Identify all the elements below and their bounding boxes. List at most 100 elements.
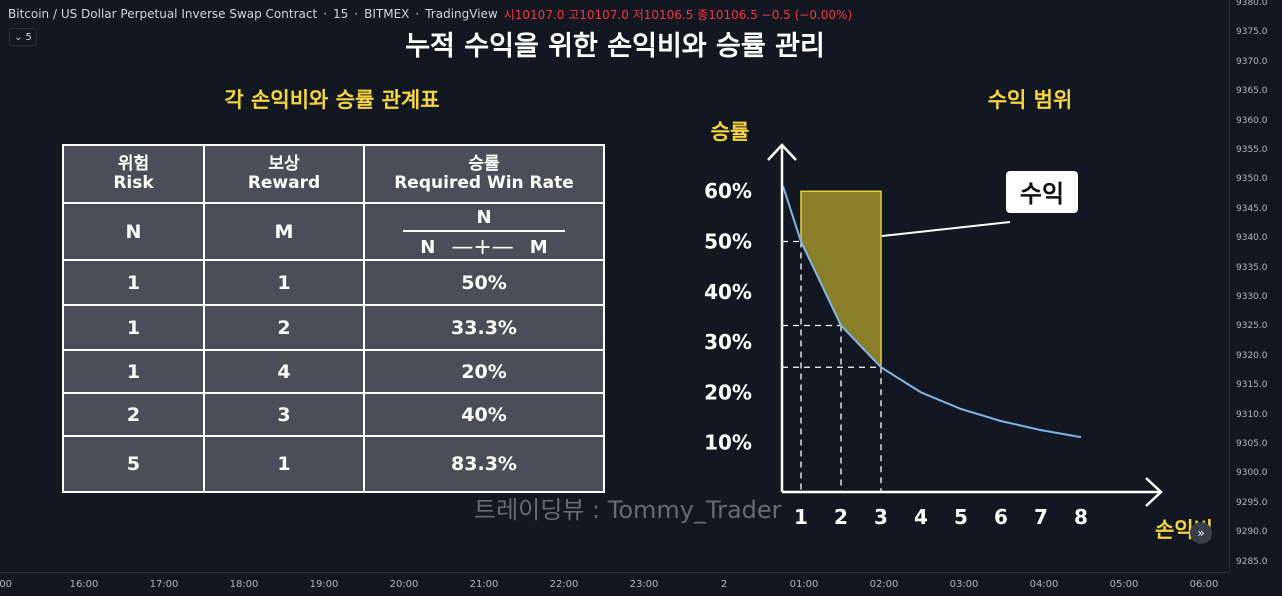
price-axis[interactable]: 9380.0 9375.0 9370.0 9365.0 9360.0 9355.0 9350… (1229, 0, 1282, 572)
row-winrate: 33.3% (363, 304, 605, 351)
y-tick-label: 30% (704, 330, 752, 354)
time-tick: 16:00 (69, 579, 99, 590)
price-tick: 9335.0 (1236, 262, 1268, 273)
price-tick: 9330.0 (1236, 292, 1268, 302)
y-axis-arrow-icon (767, 143, 797, 161)
plus-icon: —+— (451, 234, 514, 260)
risk-reward-table: 위험 Risk 보상 Reward 승률 Required Win Rate N M … (62, 144, 605, 493)
row-risk: 2 (62, 392, 205, 437)
row-reward: 3 (203, 392, 365, 437)
table-row: 5 1 83.3% (62, 435, 605, 493)
time-tick: 23:00 (629, 579, 659, 590)
price-tick: 9325.0 (1236, 321, 1268, 332)
row-reward: 2 (203, 304, 365, 351)
price-tick: 9365.0 (1236, 86, 1268, 97)
x-tick-label: 7 (1034, 505, 1048, 529)
row-risk: 1 (62, 259, 205, 306)
header-risk: 위험 Risk (62, 144, 205, 204)
indicator-count: 5 (25, 31, 32, 43)
chart-header: Bitcoin / US Dollar Perpetual Inverse Sw… (8, 7, 853, 22)
fraction-bar (403, 229, 565, 232)
scroll-to-realtime-button[interactable]: » (1190, 522, 1212, 544)
indicator-collapse-button[interactable]: ⌄ 5 (9, 28, 37, 46)
price-tick: 9290.0 (1236, 527, 1268, 538)
time-tick: 04:00 (1029, 579, 1059, 590)
formula-numerator: N (476, 206, 492, 228)
time-tick: 01:00 (789, 579, 819, 590)
formula-reward: M (203, 202, 365, 261)
price-tick: 9345.0 (1236, 203, 1268, 214)
row-winrate: 83.3% (363, 435, 605, 493)
y-tick-label: 40% (704, 280, 752, 304)
row-risk: 1 (62, 304, 205, 351)
table-row: 2 3 40% (62, 392, 605, 437)
x-tick-label: 8 (1074, 505, 1088, 529)
row-reward: 4 (203, 349, 365, 394)
price-tick: 9310.0 (1236, 409, 1268, 420)
time-axis[interactable]: :00 16:00 17:00 18:00 19:00 20:00 21:00 22:00 23… (0, 572, 1229, 596)
symbol-name[interactable]: Bitcoin / US Dollar Perpetual Inverse Sw… (8, 7, 318, 21)
source: TradingView (425, 7, 498, 21)
row-winrate: 40% (363, 392, 605, 437)
price-tick: 9300.0 (1236, 468, 1268, 479)
table-title: 각 손익비와 승률 관계표 (224, 88, 440, 112)
x-axis-arrow-icon (1145, 477, 1163, 507)
x-tick-label: 4 (914, 505, 928, 529)
callout-pointer (881, 221, 1011, 237)
callout-box (1006, 171, 1078, 213)
ohlc-values: 시10107.0 고10107.0 저10106.5 종10106.5 −0.5… (503, 7, 853, 22)
row-winrate: 20% (363, 349, 605, 394)
y-tick-label: 20% (704, 380, 752, 404)
x-tick-label: 5 (954, 505, 968, 529)
y-axis-label: 승률 (711, 120, 750, 144)
callout-label: 수익 (1020, 180, 1064, 208)
winrate-curve (782, 185, 1082, 439)
time-tick: 22:00 (549, 579, 579, 590)
y-tick-label: 60% (704, 179, 752, 203)
header-winrate: 승률 Required Win Rate (363, 144, 605, 204)
interval[interactable]: 15 (333, 7, 349, 21)
formula-risk: N (62, 202, 205, 261)
formula-winrate: N N —+— M (363, 202, 605, 261)
chart-title: 수익 범위 (987, 88, 1073, 112)
row-reward: 1 (203, 435, 365, 493)
time-tick: 21:00 (469, 579, 499, 590)
time-tick: 03:00 (949, 579, 979, 590)
chevron-down-icon: ⌄ (14, 31, 23, 43)
x-tick-label: 6 (994, 505, 1008, 529)
price-tick: 9305.0 (1236, 439, 1268, 449)
x-tick-label: 3 (874, 505, 888, 529)
price-tick: 9380.0 (1236, 0, 1268, 8)
time-tick: 18:00 (229, 579, 259, 590)
price-tick: 9320.0 (1236, 350, 1268, 361)
time-tick: 06:00 (1189, 579, 1219, 590)
time-tick: 05:00 (1109, 579, 1139, 590)
time-tick: 17:00 (149, 579, 179, 590)
row-winrate: 50% (363, 259, 605, 306)
exchange: BITMEX (364, 7, 410, 21)
x-tick-label: 1 (794, 505, 808, 529)
price-tick: 9350.0 (1236, 174, 1268, 185)
price-tick: 9375.0 (1236, 27, 1268, 38)
price-tick: 9285.0 (1236, 556, 1268, 567)
table-row: 1 4 20% (62, 349, 605, 394)
watermark: 트레이딩뷰 : Tommy_Trader (474, 496, 782, 524)
row-reward: 1 (203, 259, 365, 306)
time-tick: 19:00 (309, 579, 339, 590)
table-row: 1 2 33.3% (62, 304, 605, 351)
x-tick-label: 2 (834, 505, 848, 529)
time-tick: :00 (0, 579, 13, 590)
double-chevron-right-icon: » (1197, 526, 1205, 540)
row-risk: 5 (62, 435, 205, 493)
y-tick-label: 10% (704, 431, 752, 455)
header-reward: 보상 Reward (203, 144, 365, 204)
main-title: 누적 수익을 위한 손익비와 승률 관리 (405, 31, 825, 62)
formula-denominator: N —+— M (420, 234, 548, 260)
table-row: 1 1 50% (62, 259, 605, 306)
price-tick: 9295.0 (1236, 497, 1268, 508)
price-tick: 9340.0 (1236, 233, 1268, 244)
y-tick-label: 50% (704, 230, 752, 254)
time-tick: 02:00 (869, 579, 899, 590)
price-tick: 9315.0 (1236, 380, 1268, 391)
